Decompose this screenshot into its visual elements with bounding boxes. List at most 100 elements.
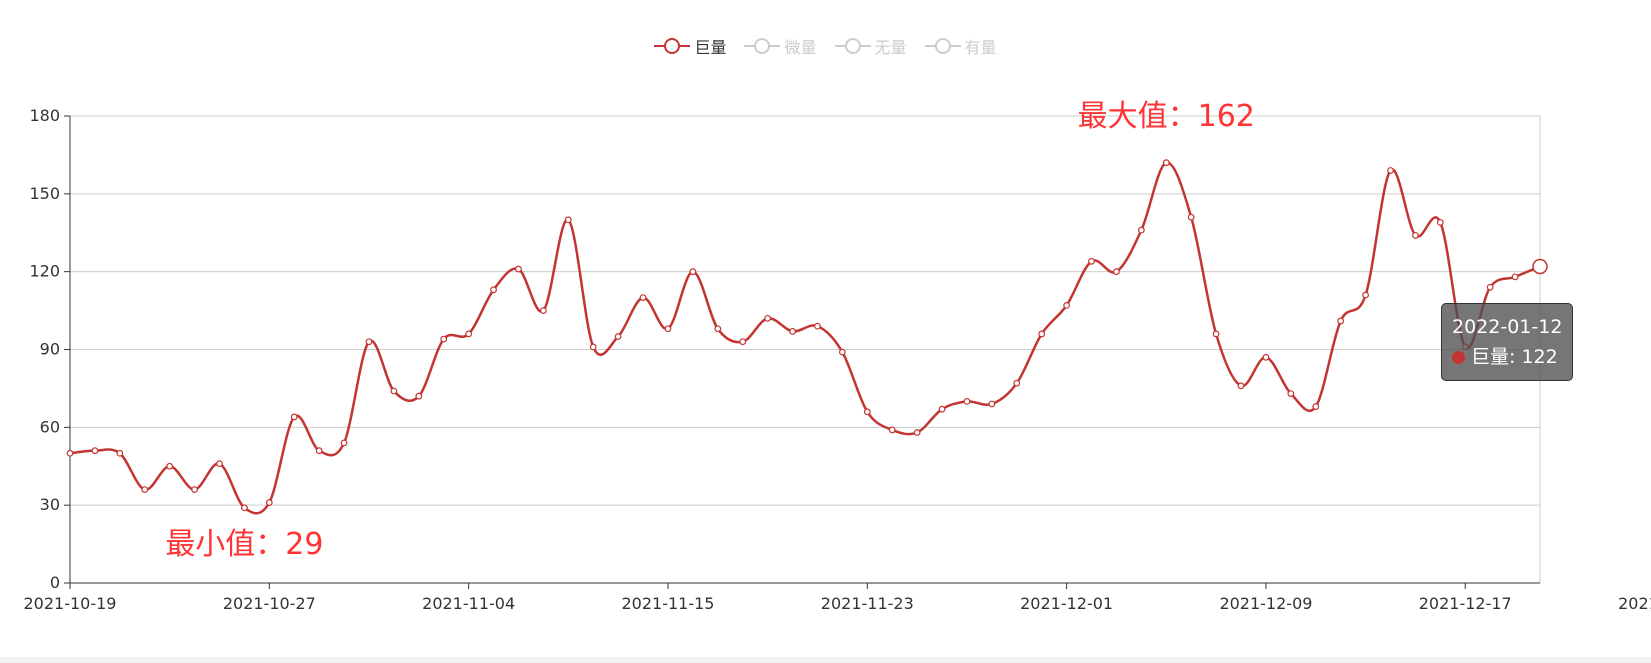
- data-point: [290, 413, 298, 421]
- y-tick-label: 150: [29, 184, 60, 203]
- data-point: [515, 265, 522, 273]
- x-tick-label: 2021-11-23: [821, 594, 914, 613]
- data-point: [988, 400, 996, 408]
- data-point: [1262, 353, 1270, 361]
- data-point: [141, 486, 149, 494]
- series-dot-icon: [1452, 351, 1465, 364]
- data-point: [1137, 226, 1145, 234]
- data-point: [1063, 301, 1071, 309]
- tooltip-value: 122: [1521, 346, 1558, 368]
- data-point: [689, 268, 697, 276]
- data-point: [166, 462, 174, 470]
- data-point: [614, 333, 622, 340]
- data-point: [91, 447, 99, 455]
- data-point: [191, 486, 198, 494]
- x-tick-label: 2021-11-15: [621, 594, 714, 613]
- data-point: [1362, 291, 1369, 299]
- x-tick-label: 2021-10-19: [24, 594, 117, 613]
- data-point: [739, 338, 747, 346]
- data-point: [1486, 283, 1494, 291]
- legend-item-series-2[interactable]: 微量: [744, 34, 817, 58]
- legend-item-series-3[interactable]: 无量: [834, 34, 907, 58]
- y-tick-label: 60: [40, 417, 60, 436]
- data-point: [1412, 231, 1419, 239]
- data-point: [1187, 213, 1195, 221]
- data-point: [1436, 218, 1444, 226]
- data-point: [838, 348, 846, 356]
- data-point: [1511, 273, 1519, 281]
- data-point: [440, 335, 448, 343]
- legend-line-circle-icon: [924, 38, 961, 54]
- data-point: [490, 286, 497, 294]
- data-point: [1237, 382, 1245, 390]
- data-point: [814, 322, 821, 330]
- data-point: [913, 429, 921, 436]
- x-tick-label: 2021-12-09: [1219, 594, 1312, 613]
- data-point: [1113, 268, 1120, 276]
- data-point: [589, 343, 597, 351]
- legend-item-series-1[interactable]: 巨量: [654, 34, 726, 58]
- y-tick-label: 0: [50, 573, 60, 592]
- highlight-point: [1532, 258, 1548, 275]
- y-tick-label: 120: [29, 262, 60, 281]
- data-point: [1312, 403, 1320, 410]
- data-point: [465, 330, 473, 338]
- data-point: [1088, 257, 1095, 265]
- legend-line-circle-icon: [654, 38, 691, 54]
- legend-line-circle-icon: [744, 38, 781, 54]
- data-point: [66, 449, 74, 457]
- data-point: [1337, 317, 1345, 325]
- y-tick-label: 30: [40, 495, 60, 514]
- data-point: [789, 327, 796, 335]
- data-point: [340, 439, 348, 447]
- legend-label: 有量: [964, 38, 997, 57]
- data-point: [1038, 330, 1046, 338]
- data-point: [1287, 390, 1295, 398]
- data-point: [415, 392, 423, 400]
- legend-label: 无量: [874, 38, 907, 57]
- data-point: [1212, 330, 1220, 338]
- x-tick-label: 2021-12-01: [1020, 594, 1113, 613]
- data-point: [241, 504, 248, 512]
- legend-item-series-4[interactable]: 有量: [924, 34, 997, 58]
- tooltip-row: 巨量: 122: [1452, 342, 1562, 372]
- y-tick-label: 90: [40, 340, 60, 359]
- legend-label: 巨量: [694, 38, 727, 57]
- data-point: [265, 499, 273, 506]
- legend-line-circle-icon: [834, 38, 871, 54]
- data-point: [1387, 167, 1394, 174]
- data-point: [1162, 159, 1170, 167]
- data-point: [664, 325, 672, 333]
- tooltip-date: 2022-01-12: [1452, 316, 1563, 338]
- x-tick-label: 2021-11-04: [422, 594, 515, 613]
- x-tick-label: 2021-10-27: [223, 594, 316, 613]
- data-point: [315, 447, 323, 455]
- bottom-edge: [0, 657, 1651, 663]
- data-point: [863, 408, 871, 416]
- legend: 巨量 微量 无量 有量: [0, 34, 1651, 58]
- data-point: [216, 460, 223, 468]
- data-point: [764, 314, 772, 322]
- y-tick-label: 180: [29, 106, 60, 125]
- x-tick-label: 2021-12-17: [1419, 594, 1512, 613]
- data-point: [539, 307, 547, 314]
- data-point: [938, 405, 946, 413]
- data-point: [365, 338, 373, 346]
- x-tick-label: 2021-12-27: [1618, 594, 1651, 613]
- data-point: [116, 449, 124, 457]
- legend-label: 微量: [784, 38, 817, 57]
- max-value-label: 最大值：162: [1078, 99, 1255, 134]
- data-point: [639, 294, 647, 302]
- data-point: [714, 325, 722, 333]
- data-point: [963, 397, 971, 405]
- data-point: [390, 387, 398, 395]
- data-point: [564, 216, 572, 224]
- series-line: [69, 161, 1541, 515]
- tooltip-series: 巨量: [1471, 346, 1510, 368]
- min-value-label: 最小值：29: [165, 527, 323, 562]
- tooltip: 2022-01-12 巨量: 122: [1441, 303, 1574, 381]
- data-point: [888, 426, 896, 434]
- data-point: [1013, 379, 1021, 387]
